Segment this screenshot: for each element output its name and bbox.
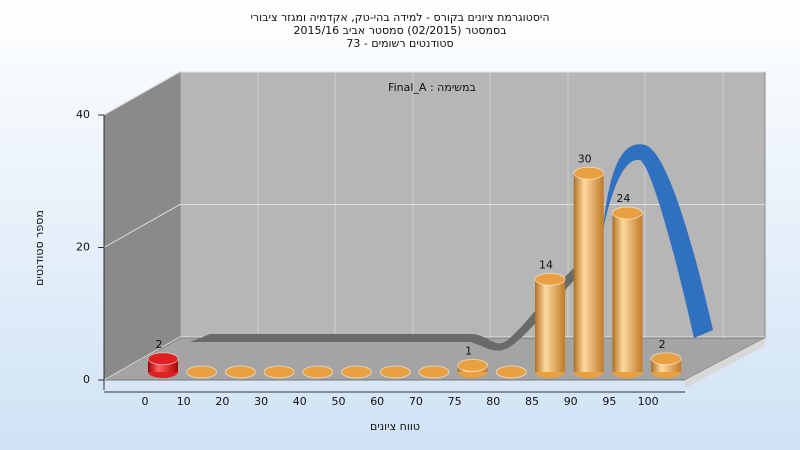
x-tick-label: 60 (370, 395, 384, 408)
value-label: 2 (156, 338, 163, 351)
distribution-curve (603, 144, 713, 338)
y-axis-label: מספר סטודנטים (33, 210, 46, 286)
bar-top (186, 365, 218, 379)
chart-subtitle: סטודנטים רשומים - 73 (346, 37, 453, 50)
bar-top (341, 365, 372, 379)
x-tick-label: 75 (448, 395, 462, 408)
chart-subtitle: בסמסטר (02/2015) סמסטר אביב 2015/16 (293, 24, 506, 37)
x-tick-label: 30 (254, 395, 268, 408)
x-axis-label: טווח ציונים (370, 420, 420, 433)
chart-title: היסטוגרמת ציונים בקורס - למידה בהי-טק, א… (250, 11, 549, 24)
x-tick-label: 100 (638, 395, 659, 408)
bar-top (302, 365, 334, 379)
value-label: 2 (659, 338, 666, 351)
x-tick-label: 0 (142, 395, 149, 408)
x-tick-label: 80 (486, 395, 500, 408)
x-tick-label: 50 (332, 395, 346, 408)
x-tick-label: 70 (409, 395, 423, 408)
y-tick-label: 0 (83, 373, 90, 386)
x-tick-label: 20 (215, 395, 229, 408)
bar-top (495, 365, 527, 379)
bar-top (224, 365, 256, 379)
value-label: 1 (465, 344, 472, 357)
grid-line (103, 336, 765, 381)
bar-top (573, 166, 605, 180)
x-tick-label: 85 (525, 395, 539, 408)
bar-top (379, 365, 411, 379)
annotation: Final_A : במשימה (388, 81, 476, 94)
x-tick-label: 10 (177, 395, 191, 408)
x-tick-label: 40 (293, 395, 307, 408)
x-tick-label: 95 (602, 395, 616, 408)
bar-top (147, 352, 179, 366)
grid-line (103, 71, 765, 116)
bar-top (418, 365, 450, 379)
y-tick-label: 20 (76, 241, 90, 254)
bar (612, 213, 643, 372)
bar-top (457, 358, 489, 372)
value-label: 14 (539, 258, 553, 271)
curve-shadow (190, 262, 584, 351)
value-label: 24 (616, 192, 630, 205)
bar-top (611, 206, 643, 220)
floor-edge (685, 338, 765, 388)
grid-line (103, 204, 765, 248)
x-tick-label: 90 (564, 395, 578, 408)
y-tick-label: 40 (76, 108, 90, 121)
bar (535, 279, 565, 372)
value-label: 30 (578, 152, 592, 165)
bar-top (534, 272, 566, 286)
bar-top (650, 352, 682, 366)
bar (573, 173, 604, 372)
bar-top (263, 365, 295, 379)
